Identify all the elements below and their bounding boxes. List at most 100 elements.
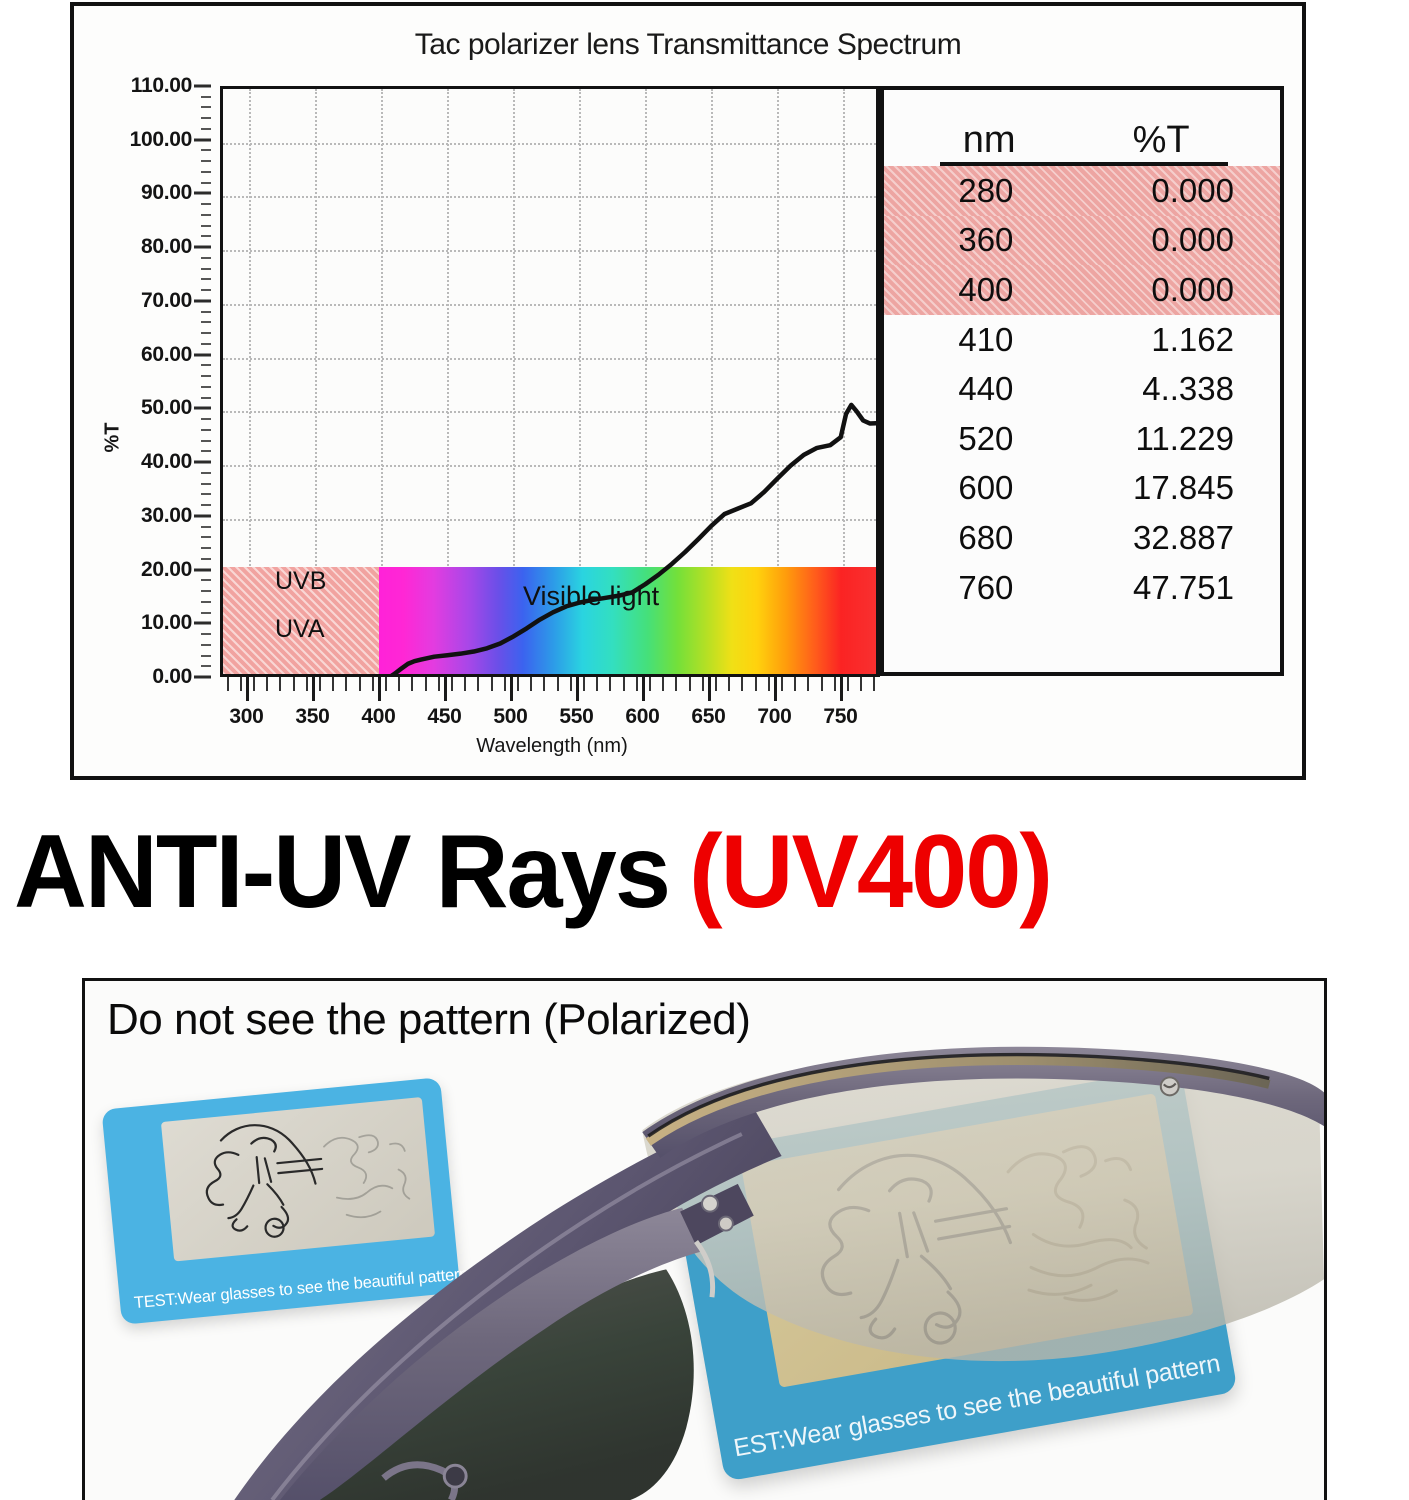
table-row: 410 1.162 xyxy=(884,315,1280,365)
x-minor-tick xyxy=(332,677,335,691)
test-card-unpolarized-text: TEST:Wear glasses to see the beautiful p… xyxy=(133,1264,469,1313)
y-minor-tick xyxy=(201,557,211,560)
table-header-pct: %T xyxy=(1132,119,1190,161)
x-minor-tick xyxy=(622,677,625,691)
y-minor-tick xyxy=(201,428,211,431)
plot-area: UVB UVA Visible light xyxy=(220,86,880,677)
y-tick-mark xyxy=(194,353,211,357)
transmittance-chart-panel: Tac polarizer lens Transmittance Spectru… xyxy=(70,2,1306,780)
y-tick-mark xyxy=(194,460,211,464)
x-minor-tick xyxy=(675,677,678,691)
x-minor-tick xyxy=(490,677,493,691)
y-minor-tick xyxy=(201,396,211,399)
x-minor-tick xyxy=(530,677,533,691)
x-minor-tick xyxy=(279,677,282,691)
x-minor-tick xyxy=(517,677,519,691)
y-tick-label: 50.00 xyxy=(140,396,192,420)
x-minor-tick xyxy=(873,677,876,691)
x-minor-tick xyxy=(556,677,559,691)
table-row: 520 11.229 xyxy=(884,414,1280,464)
table-cell-nm: 280 xyxy=(958,171,1014,209)
table-header-rule xyxy=(940,162,1228,166)
y-tick-mark xyxy=(194,406,211,410)
y-minor-tick xyxy=(201,213,211,216)
x-tick-mark xyxy=(642,677,646,701)
x-minor-tick xyxy=(503,677,506,691)
table-cell-pct: 0.000 xyxy=(1151,221,1234,259)
y-minor-tick xyxy=(201,224,211,227)
x-minor-tick xyxy=(847,677,849,691)
y-minor-tick xyxy=(201,332,211,335)
table-cell-nm: 760 xyxy=(958,568,1014,606)
x-minor-tick xyxy=(754,677,757,691)
y-axis-title: %T xyxy=(101,422,124,453)
table-row: 280 0.000 xyxy=(884,166,1280,216)
y-tick-label: 30.00 xyxy=(140,503,192,527)
table-cell-nm: 600 xyxy=(958,469,1014,507)
visible-light-band xyxy=(379,566,876,674)
x-minor-tick xyxy=(860,677,863,691)
table-cell-pct: 4..338 xyxy=(1142,370,1234,408)
table-cell-nm: 680 xyxy=(958,518,1014,556)
test-card-through-lens-window xyxy=(741,1093,1194,1388)
x-minor-tick xyxy=(371,677,374,691)
y-minor-tick xyxy=(201,579,211,582)
fisherman-drawing-visible xyxy=(820,1145,1150,1345)
x-minor-tick xyxy=(794,677,797,691)
y-minor-tick xyxy=(201,235,211,238)
y-tick-label: 70.00 xyxy=(140,288,192,312)
test-card-unpolarized: TEST:Wear glasses to see the beautiful p… xyxy=(101,1077,469,1325)
table-row: 680 32.887 xyxy=(884,513,1280,563)
headline-main: ANTI-UV Rays xyxy=(14,814,671,930)
headline-accent: (UV400) xyxy=(689,814,1053,930)
x-tick-mark xyxy=(246,677,250,701)
y-tick-label: 40.00 xyxy=(140,450,192,474)
table-cell-pct: 0.000 xyxy=(1151,270,1234,308)
x-minor-tick xyxy=(596,677,599,691)
left-lens xyxy=(309,1269,694,1500)
polarization-test-photo-panel: Do not see the pattern (Polarized) xyxy=(82,978,1327,1500)
x-minor-tick xyxy=(437,677,440,691)
x-minor-tick xyxy=(715,677,717,691)
x-minor-tick xyxy=(543,677,546,691)
x-minor-tick xyxy=(292,677,295,691)
x-minor-tick xyxy=(411,677,414,691)
x-minor-tick xyxy=(477,677,480,691)
x-minor-tick xyxy=(662,677,665,691)
photo-caption: Do not see the pattern (Polarized) xyxy=(107,995,751,1044)
table-cell-pct: 17.845 xyxy=(1133,469,1234,507)
transmittance-curve xyxy=(390,402,876,674)
nose-bridge xyxy=(381,1461,458,1500)
y-minor-tick xyxy=(201,536,211,539)
x-tick-label: 550 xyxy=(559,705,594,728)
table-cell-pct: 0.000 xyxy=(1151,171,1234,209)
table-cell-pct: 32.887 xyxy=(1133,518,1234,556)
y-tick-label: 100.00 xyxy=(129,127,193,151)
nose-pad xyxy=(442,1463,468,1489)
x-tick-label: 600 xyxy=(625,705,660,728)
x-minor-tick xyxy=(767,677,770,691)
table-cell-nm: 440 xyxy=(958,370,1014,408)
y-tick-mark xyxy=(194,138,211,142)
x-minor-tick xyxy=(609,677,612,691)
x-minor-tick xyxy=(701,677,704,691)
table-header-nm: nm xyxy=(962,119,1016,161)
y-minor-tick xyxy=(201,267,211,270)
plot-wrap: UVB UVA Visible light xyxy=(220,86,880,677)
y-minor-tick xyxy=(201,375,211,378)
y-minor-tick xyxy=(201,127,211,130)
y-minor-tick xyxy=(201,504,211,507)
y-minor-tick xyxy=(201,170,211,173)
y-minor-tick xyxy=(201,203,211,206)
y-tick-mark xyxy=(194,675,211,679)
table-cell-nm: 520 xyxy=(958,419,1014,457)
x-minor-tick xyxy=(649,677,651,691)
x-axis-title: Wavelength (nm) xyxy=(476,735,628,757)
table-row: 600 17.845 xyxy=(884,464,1280,514)
y-tick-label: 10.00 xyxy=(140,611,192,635)
y-tick-label: 20.00 xyxy=(140,557,192,581)
x-minor-tick xyxy=(781,677,783,691)
y-tick-mark xyxy=(194,568,211,572)
x-minor-tick xyxy=(226,677,229,691)
